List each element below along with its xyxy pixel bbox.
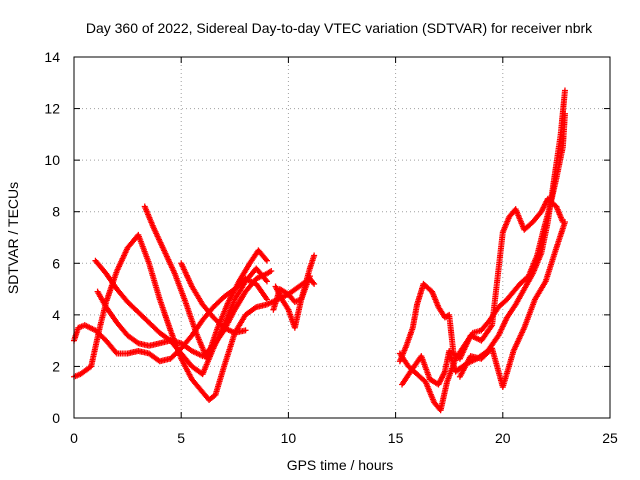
data-point bbox=[263, 257, 270, 264]
series-track-e bbox=[141, 203, 270, 362]
y-tick-label: 4 bbox=[52, 307, 60, 323]
data-point bbox=[262, 277, 269, 284]
y-tick-label: 12 bbox=[44, 101, 60, 117]
plot-frame bbox=[73, 56, 611, 419]
x-tick-label: 20 bbox=[495, 430, 511, 446]
series-track-l bbox=[456, 219, 568, 391]
data-point bbox=[268, 268, 275, 275]
data-point bbox=[310, 279, 317, 286]
data-point bbox=[263, 278, 270, 285]
data-markers bbox=[71, 87, 568, 414]
tick-labels: 0 5 10 15 20 25 0 2 4 6 8 10 12 14 bbox=[44, 49, 618, 446]
grid-lines bbox=[74, 57, 610, 418]
series-track-f bbox=[178, 260, 249, 336]
y-tick-label: 10 bbox=[44, 152, 60, 168]
series-track-h bbox=[272, 273, 313, 331]
x-tick-label: 25 bbox=[602, 430, 618, 446]
data-point bbox=[242, 327, 249, 334]
x-tick-label: 5 bbox=[177, 430, 185, 446]
series-track-j bbox=[396, 110, 568, 414]
data-point bbox=[251, 305, 258, 312]
data-point bbox=[133, 339, 140, 346]
axis-ticks bbox=[73, 56, 611, 419]
chart-title: Day 360 of 2022, Sidereal Day-to-day VTE… bbox=[86, 20, 593, 36]
series-track-k bbox=[399, 87, 568, 388]
series-track-i bbox=[396, 195, 566, 365]
x-axis-label: GPS time / hours bbox=[287, 457, 394, 473]
data-point bbox=[263, 296, 270, 303]
x-tick-label: 10 bbox=[281, 430, 297, 446]
y-tick-label: 14 bbox=[44, 49, 60, 65]
x-tick-label: 15 bbox=[388, 430, 404, 446]
data-point bbox=[112, 349, 119, 356]
y-tick-label: 2 bbox=[52, 358, 60, 374]
data-point bbox=[561, 87, 568, 94]
data-point bbox=[311, 280, 318, 287]
x-tick-label: 0 bbox=[70, 430, 78, 446]
data-point bbox=[306, 273, 313, 280]
y-tick-label: 6 bbox=[52, 255, 60, 271]
y-tick-label: 0 bbox=[52, 410, 60, 426]
series-track-a bbox=[71, 231, 318, 403]
data-point bbox=[262, 256, 269, 263]
data-point bbox=[561, 219, 568, 226]
y-axis-label: SDTVAR / TECUs bbox=[5, 182, 21, 294]
data-point bbox=[311, 252, 318, 259]
y-tick-label: 8 bbox=[52, 204, 60, 220]
